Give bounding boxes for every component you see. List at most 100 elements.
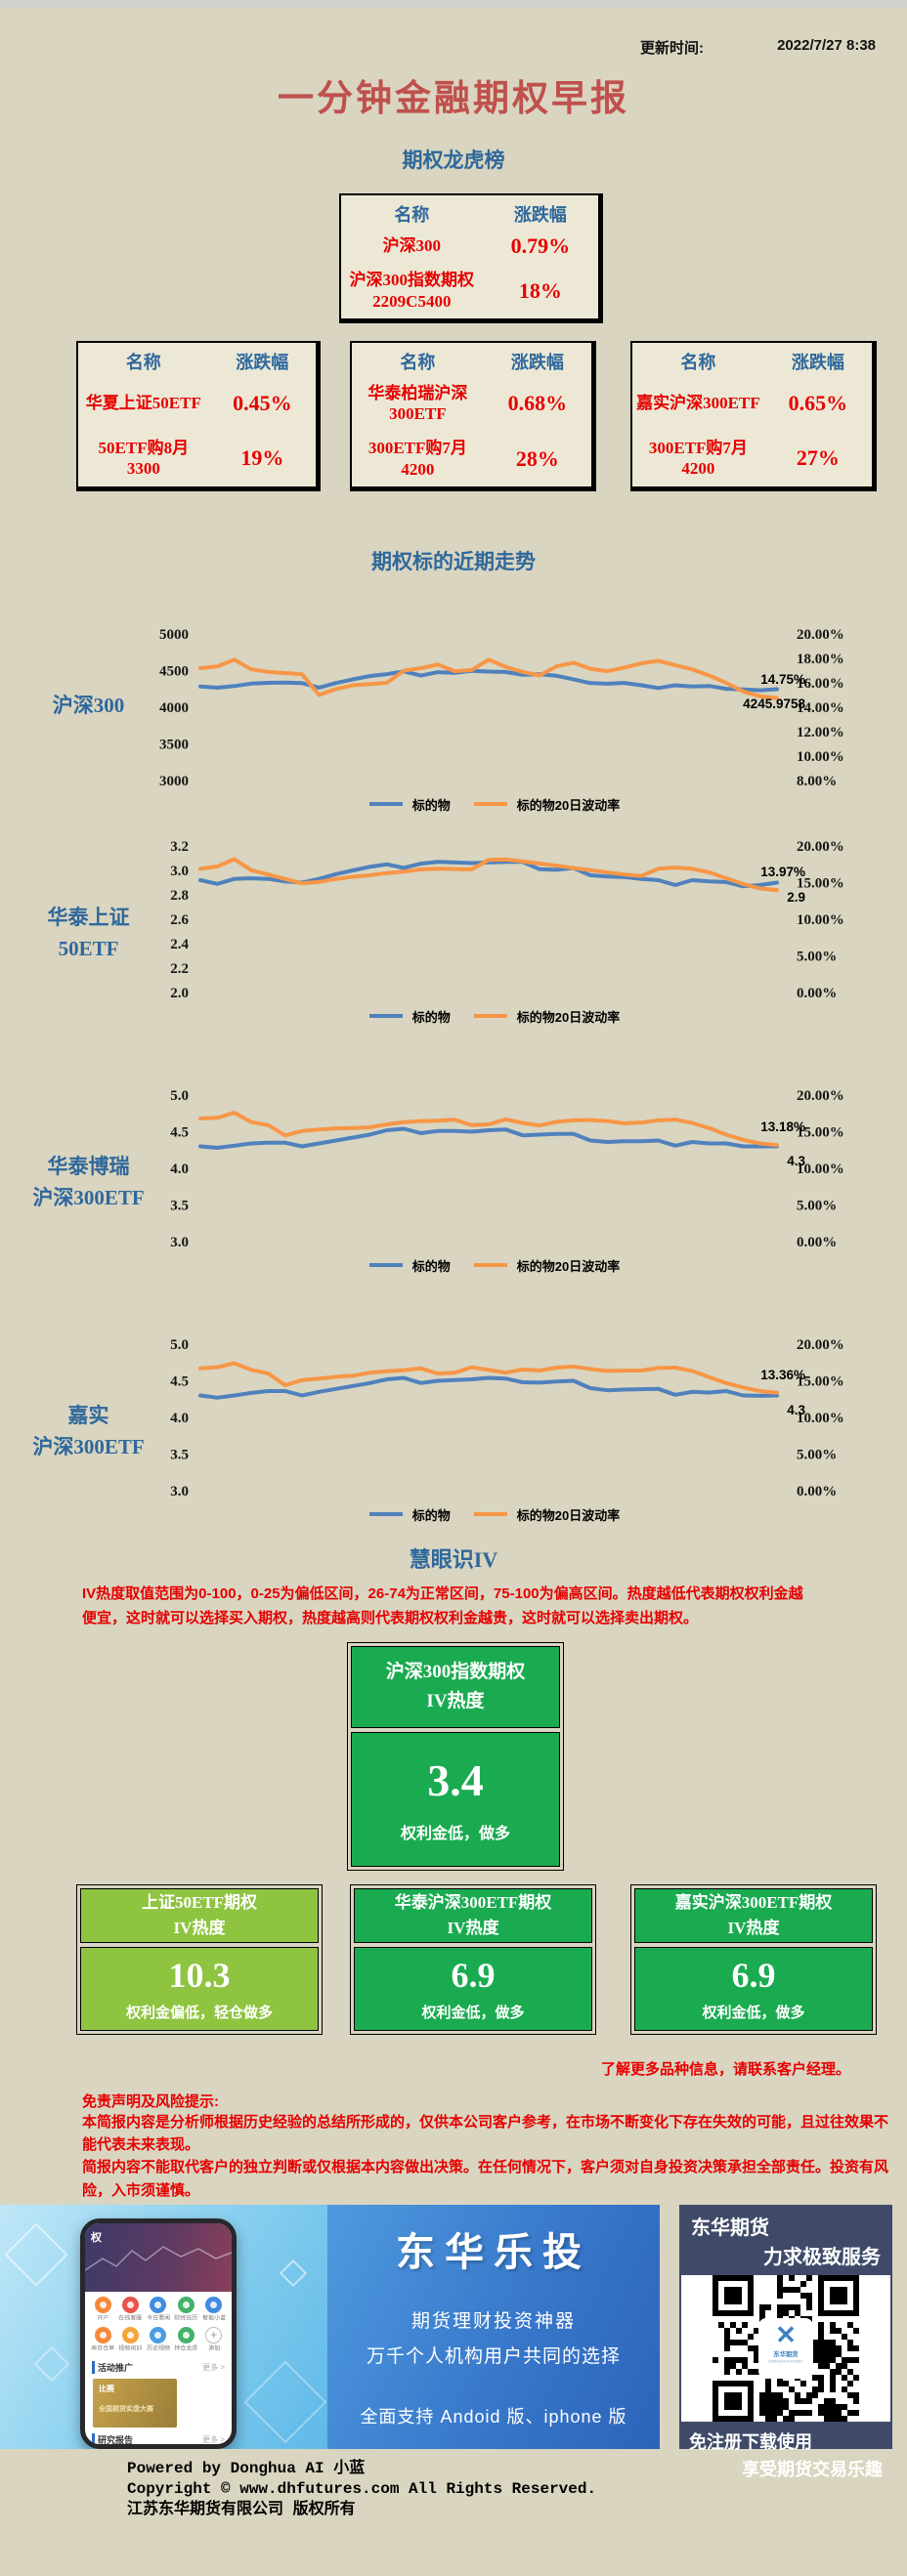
qr-note-1: 免注册下载使用 (689, 2431, 812, 2452)
app-name: 东华乐投 (396, 2229, 591, 2274)
line-chart: 3.2 3.0 2.8 2.6 2.4 2.2 2.0 20.00% 15.00% 10.00% 5… (170, 839, 844, 1001)
svg-text:4500: 4500 (159, 663, 189, 679)
svg-text:0.00%: 0.00% (797, 986, 837, 1001)
section-title: 研究报告 (92, 2432, 133, 2444)
leaderboard-tables-row: 名称 涨跌幅 华夏上证50ETF 0.45% 50ETF购8月3300 19% … (0, 340, 907, 491)
hexagon-decoration (279, 2259, 308, 2287)
legend-volatility: 标的物20日波动率 (516, 1507, 621, 1523)
promo-banner: 权 开户 在线客服 今日要闻 财经日历 智能小蓝 库存仓单 视频培训 历史视频 … (0, 2204, 907, 2479)
line-chart: 5000450040003500300020.00%18.00%16.00%14… (159, 627, 844, 789)
iv-advice: 权利金低，做多 (421, 2006, 525, 2022)
iv-card-50etf-options: 上证50ETF期权 IV热度 10.3 权利金偏低，轻仓做多 (76, 1883, 323, 2035)
section-iv-title: 慧眼识IV (409, 1546, 498, 1572)
qr-notes: 免注册下载使用 享受期货交易乐趣 (679, 2422, 892, 2481)
hexagon-decoration (243, 2360, 327, 2444)
svg-text:0.00%: 0.00% (797, 1235, 837, 1250)
chart-category-label: 沪深300 (52, 693, 125, 717)
legend-volatility: 标的物20日波动率 (516, 797, 621, 813)
instrument-name: 300ETF购7月4200 (367, 439, 467, 479)
line-chart: 5.0 4.5 4.0 3.5 3.0 20.00% 15.00% 10.00% 5.00% 0.… (170, 1337, 844, 1499)
more-link: 更多 > (202, 2362, 225, 2372)
chart-huatai-300etf: 华泰博瑞 沪深300ETF 5.0 4.5 4.0 3.5 3.0 20.00% 15.00… (0, 1080, 907, 1278)
column-header-name: 名称 (125, 352, 161, 372)
svg-text:15.00%: 15.00% (797, 1124, 844, 1140)
last-price-label: 4245.9758 (743, 697, 805, 712)
svg-text:5.0: 5.0 (170, 1337, 189, 1353)
svg-text:4.0: 4.0 (170, 1161, 189, 1177)
section-title: 活动推广 (92, 2360, 133, 2374)
chart-legend: 标的物 标的物20日波动率 (368, 795, 621, 814)
volatility-line-swatch (473, 1263, 507, 1268)
iv-advice: 权利金低，做多 (400, 1826, 510, 1843)
column-header-name: 名称 (680, 352, 716, 372)
iv-card-body: 10.3 权利金偏低，轻仓做多 (80, 1946, 319, 2031)
change-value: 18% (518, 277, 562, 303)
svg-text:20.00%: 20.00% (797, 839, 844, 855)
phone-section-research: 研究报告 更多 > (85, 2429, 232, 2444)
chart-legend: 标的物 标的物20日波动率 (368, 1505, 621, 1524)
column-header-change: 涨跌幅 (791, 352, 844, 372)
underlying-line-swatch (368, 1014, 403, 1019)
last-price-label: 4.3 (787, 1154, 805, 1169)
iv-heat-value: 6.9 (451, 1956, 496, 1996)
volatility-line-swatch (473, 802, 507, 807)
iv-card-body: 3.4 权利金低，做多 (351, 1731, 560, 1867)
last-volatility-label: 14.75% (760, 672, 805, 688)
iv-card-title: 上证50ETF期权 IV热度 (80, 1887, 319, 1943)
legend-underlying: 标的物 (411, 1507, 451, 1523)
volatility-line-swatch (473, 1014, 507, 1019)
change-value: 28% (515, 445, 559, 471)
app-icon: 开户 (89, 2296, 116, 2323)
iv-heat-value: 3.4 (427, 1755, 484, 1806)
iv-card-body: 6.9 权利金低，做多 (634, 1946, 873, 2031)
iv-description: IV热度取值范围为0-100，0-25为偏低区间，26-74为正常区间，75-1… (82, 1584, 803, 1627)
footer-company: 江苏东华期货有限公司 版权所有 (127, 2500, 356, 2518)
svg-text:4000: 4000 (159, 700, 189, 716)
svg-text:2.4: 2.4 (170, 937, 189, 952)
change-value: 0.65% (788, 390, 848, 415)
iv-card-title: 华泰沪深300ETF期权 IV热度 (354, 1887, 592, 1943)
phone-promo-image: 权 (85, 2222, 232, 2292)
top-strip (0, 0, 907, 8)
app-icon: 历史视频 (145, 2326, 172, 2353)
legend-underlying: 标的物 (411, 1258, 451, 1274)
svg-text:10.00%: 10.00% (797, 912, 844, 928)
svg-text:3.0: 3.0 (170, 1235, 189, 1250)
svg-text:5.00%: 5.00% (797, 1447, 837, 1462)
leaderboard-table-huatai-300etf: 名称 涨跌幅 华泰柏瑞沪深300ETF 0.68% 300ETF购7月4200 … (350, 340, 596, 491)
footer-copyright: Copyright © www.dhfutures.com All Rights… (127, 2479, 597, 2498)
iv-advice: 权利金偏低，轻仓做多 (125, 2006, 273, 2022)
banner-text-area: 东华乐投 期货理财投资神器 万千个人机构用户共同的选择 全面支持 Andoid … (327, 2204, 660, 2449)
chart-decoration (85, 2245, 232, 2271)
svg-text:20.00%: 20.00% (797, 1337, 844, 1353)
last-price-label: 4.3 (787, 1403, 805, 1418)
footer-powered-by: Powered by Donghua AI 小蓝 (127, 2459, 366, 2477)
svg-text:3500: 3500 (159, 737, 189, 752)
svg-text:10.00%: 10.00% (797, 1161, 844, 1177)
underlying-line-swatch (368, 802, 403, 807)
change-value: 27% (796, 445, 840, 471)
svg-text:3.2: 3.2 (170, 839, 189, 855)
banner-phone-area: 权 开户 在线客服 今日要闻 财经日历 智能小蓝 库存仓单 视频培训 历史视频 … (0, 2204, 327, 2449)
disclaimer-body: 本简报内容是分析师根据历史经验的总结所形成的，仅供本公司客户参考，在市场不断变化… (82, 2113, 889, 2199)
chart-csi300: 沪深300 5000 4500 4000 3500 3000 20.00% 18.00% 16… (0, 619, 907, 817)
app-icon: 视频培训 (116, 2326, 144, 2353)
line-chart: 5.0 4.5 4.0 3.5 3.0 20.00% 15.00% 10.00% 5.00% 0.… (170, 1088, 844, 1250)
leaderboard-table-jiashi-300etf: 名称 涨跌幅 嘉实沪深300ETF 0.65% 300ETF购7月4200 27… (630, 340, 877, 491)
iv-cards-row: 上证50ETF期权 IV热度 10.3 权利金偏低，轻仓做多 华泰沪深300ET… (0, 1883, 907, 2035)
column-header-name: 名称 (400, 352, 436, 372)
chart-category-label: 嘉实 沪深300ETF (32, 1403, 145, 1459)
qr-center-logo: ✕ 东华期货 DONGHUA FUTURES (760, 2319, 811, 2377)
svg-text:12.00%: 12.00% (797, 725, 844, 740)
instrument-name: 50ETF购8月3300 (98, 439, 190, 479)
svg-text:16.00%: 16.00% (797, 676, 844, 692)
hexagon-decoration (33, 2345, 70, 2383)
last-volatility-label: 13.18% (760, 1119, 805, 1134)
chart-50etf: 华泰上证 50ETF 3.2 3.0 2.8 2.6 2.4 2.2 2.0 20.00% 15… (0, 831, 907, 1029)
svg-text:10.00%: 10.00% (797, 1411, 844, 1426)
svg-text:3.0: 3.0 (170, 1484, 189, 1499)
more-link: 更多 > (202, 2434, 225, 2444)
last-volatility-label: 13.36% (760, 1367, 805, 1382)
svg-text:3.5: 3.5 (170, 1198, 189, 1213)
change-value: 19% (240, 445, 284, 471)
